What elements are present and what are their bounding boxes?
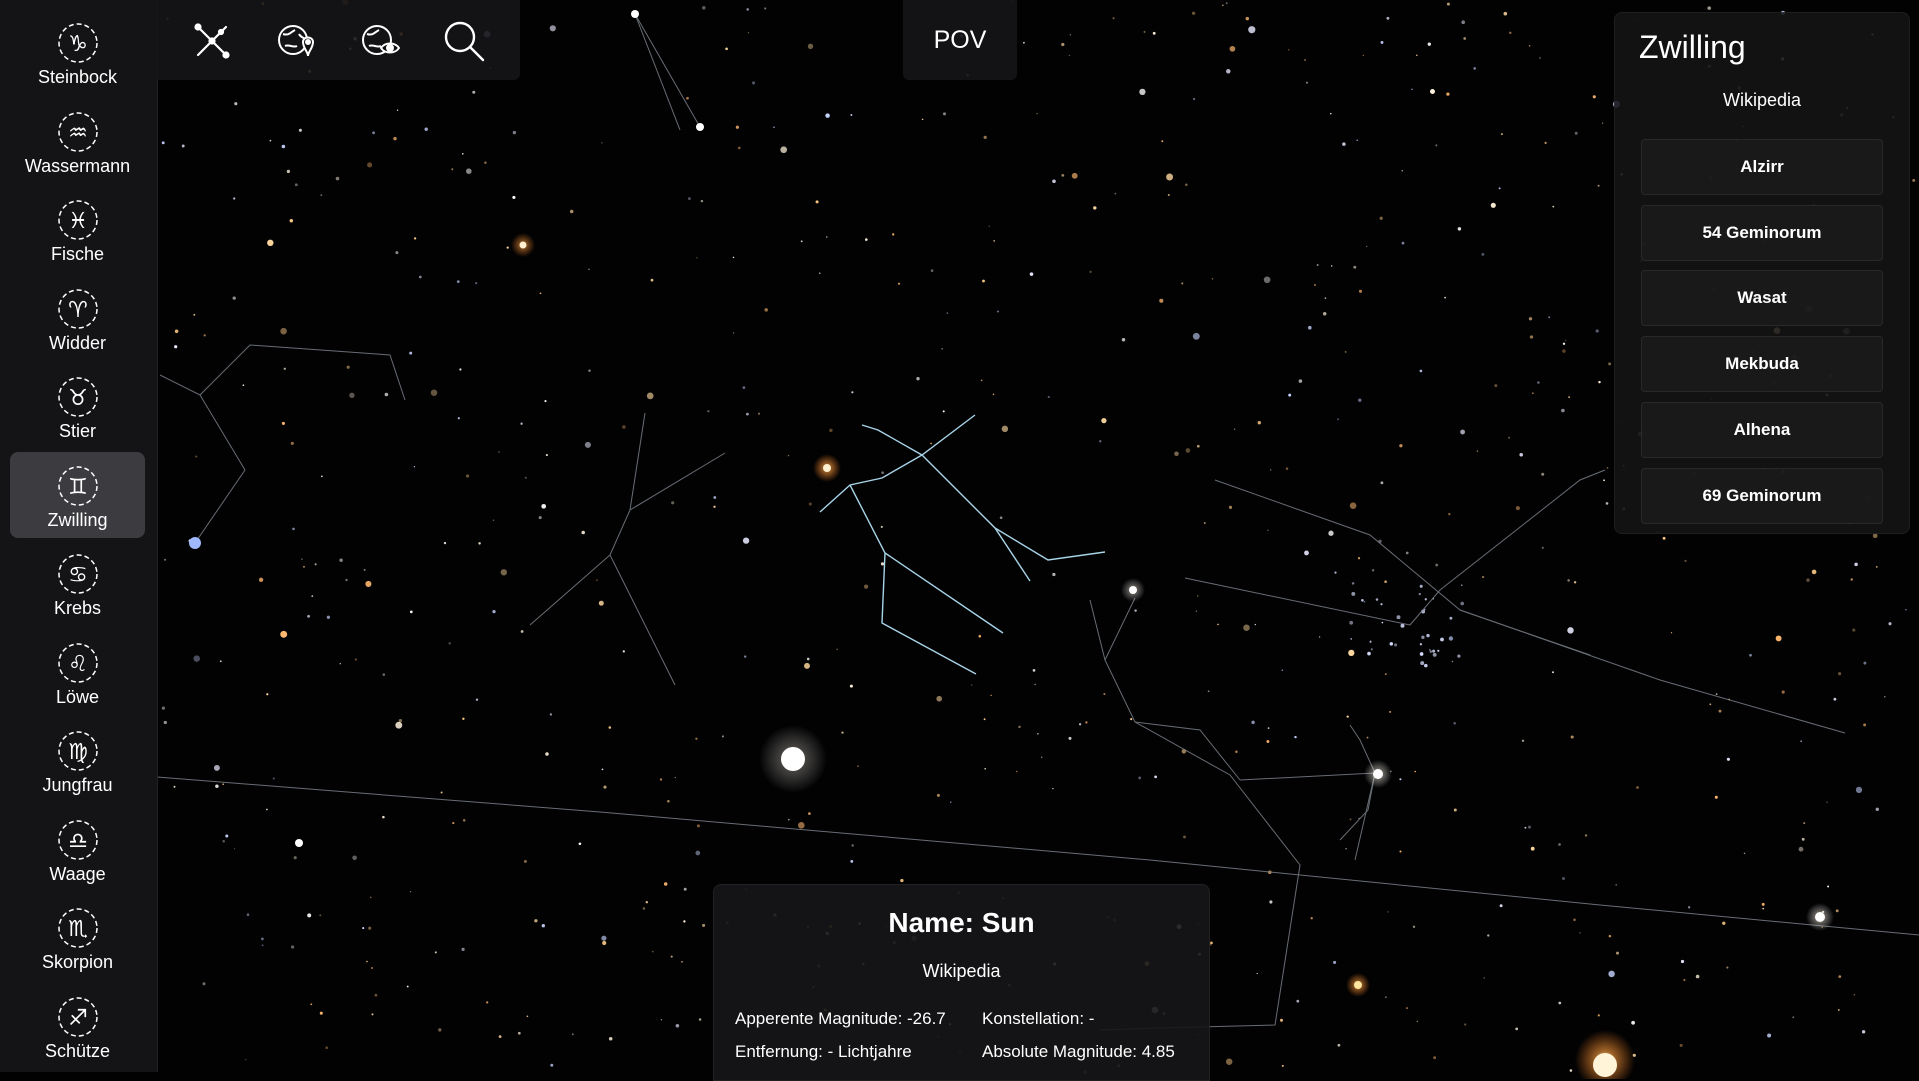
sidebar-item-fische[interactable]: ♓ Fische [10,186,145,272]
constellation-title: Zwilling [1639,29,1746,65]
globe-pin-button[interactable] [273,18,319,64]
star-button-alhena[interactable]: Alhena [1641,402,1883,458]
sidebar-item-jungfrau[interactable]: ♍ Jungfrau [10,717,145,803]
sidebar-item-label: Wassermann [24,155,131,176]
search-button[interactable] [441,18,487,64]
sidebar-item-sch-tze[interactable]: ♐ Schütze [10,983,145,1069]
constellation-field: Konstellation: - [982,1009,1095,1028]
capricorn-icon: ♑ [57,23,98,63]
sidebar-item-steinbock[interactable]: ♑ Steinbock [10,9,145,95]
sidebar-item-label: Fische [50,244,104,264]
sagittarius-icon: ♐ [57,996,98,1037]
background-stars [161,0,1916,1074]
star-wikipedia-link[interactable]: Wikipedia [922,961,1001,981]
globe-pin-icon [278,25,315,57]
sidebar-item-wassermann[interactable]: ♒ Wassermann [10,98,145,184]
sidebar-item-waage[interactable]: ♎ Waage [10,806,145,892]
svg-text:♉: ♉ [68,386,88,411]
svg-text:♑: ♑ [68,32,88,57]
svg-text:♏: ♏ [68,917,88,942]
sidebar-item-label: Steinbock [37,67,118,87]
svg-text:♒: ♒ [68,121,88,146]
sidebar-item-label: Widder [48,332,106,353]
sidebar-item-zwilling[interactable]: ♊ Zwilling [10,451,145,538]
virgo-icon: ♍ [57,731,98,771]
sidebar-item-label: Schütze [44,1040,111,1061]
svg-text:♍: ♍ [68,740,88,765]
hide-lines-button[interactable] [189,18,235,64]
taurus-icon: ♉ [57,377,98,417]
pov-button[interactable]: POV [903,0,1017,80]
bright-stars [189,10,1834,1079]
distance-field: Entfernung: - Lichtjahre [735,1042,912,1061]
sidebar-item-widder[interactable]: ♈ Widder [10,275,145,361]
svg-text:♎: ♎ [68,829,88,854]
star-button-wasat[interactable]: Wasat [1641,270,1883,326]
aries-icon: ♈ [57,288,98,329]
svg-text:♓: ♓ [68,209,88,234]
star-name: Name: Sun [888,907,1035,938]
constellation-lines [156,13,1919,1031]
star-button-54-geminorum[interactable]: 54 Geminorum [1641,205,1883,261]
star-info-panel: Name: Sun Wikipedia Apperente Magnitude:… [713,884,1210,1081]
constellation-wikipedia-link[interactable]: Wikipedia [1722,90,1802,110]
absolute-magnitude: Absolute Magnitude: 4.85 [982,1042,1175,1061]
constellation-panel: Zwilling Wikipedia Alzirr 54 Geminorum W… [1614,12,1910,534]
star-button-69-geminorum[interactable]: 69 Geminorum [1641,468,1883,524]
scorpio-icon: ♏ [57,908,98,948]
svg-text:♌: ♌ [68,652,88,677]
svg-text:♋: ♋ [68,563,88,588]
sidebar-item-label: Waage [49,863,106,884]
search-icon [444,21,485,62]
libra-icon: ♎ [57,819,98,860]
sidebar-item-label: Zwilling [47,509,108,530]
pisces-icon: ♓ [57,200,98,240]
sidebar-item-label: Jungfrau [42,775,113,795]
aquarius-icon: ♒ [57,111,98,152]
globe-view-button[interactable] [357,18,403,64]
svg-text:♈: ♈ [68,298,88,323]
gemini-icon: ♊ [57,465,98,506]
star-button-alzirr[interactable]: Alzirr [1641,139,1883,195]
zodiac-sidebar: ♑ Steinbock ♒ Wassermann ♓ Fische ♈ Widder ♉ Stie… [0,0,158,1072]
sidebar-item-label: Krebs [53,598,102,618]
globe-view-icon [362,25,401,55]
sidebar-item-label: Skorpion [41,952,114,972]
svg-text:♊: ♊ [68,475,88,500]
sidebar-item-skorpion[interactable]: ♏ Skorpion [10,894,145,980]
star-button-mekbuda[interactable]: Mekbuda [1641,336,1883,392]
top-toolbar [157,0,520,80]
sidebar-item-label: Stier [58,421,96,441]
sidebar-item-label: Löwe [55,686,100,707]
sidebar-item-stier[interactable]: ♉ Stier [10,363,145,449]
leo-icon: ♌ [57,642,98,683]
gemini-constellation-lines [819,414,1106,675]
cancer-icon: ♋ [57,554,98,594]
sidebar-item-krebs[interactable]: ♋ Krebs [10,540,145,626]
hide-lines-icon [194,23,230,59]
apparent-magnitude: Apperente Magnitude: -26.7 [735,1009,946,1028]
sidebar-item-l-we[interactable]: ♌ Löwe [10,629,145,715]
svg-text:♐: ♐ [68,1006,88,1031]
